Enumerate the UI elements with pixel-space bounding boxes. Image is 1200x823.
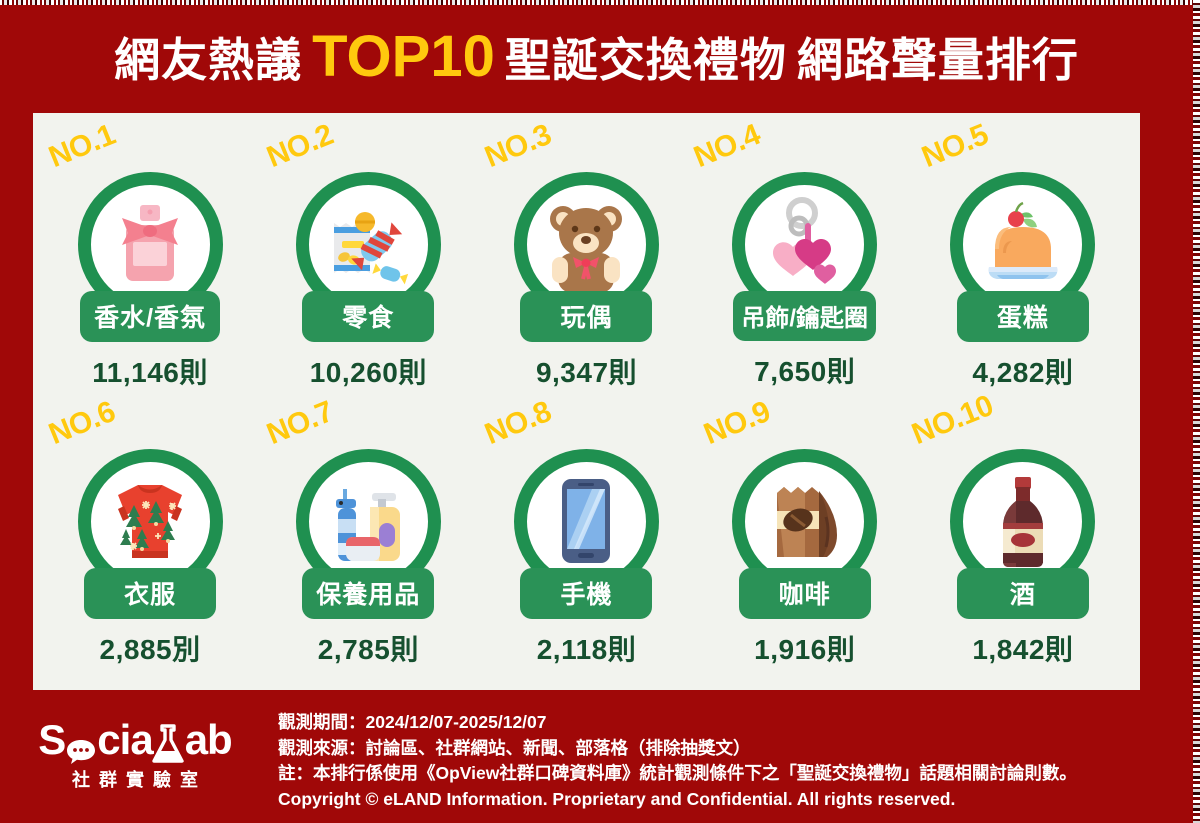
rank-badge: NO.4 bbox=[688, 117, 765, 175]
ranking-item-5[interactable]: NO.5 蛋糕 bbox=[914, 118, 1132, 404]
ranking-grid: NO.1 香水/香氛 11,146則 NO bbox=[33, 113, 1140, 690]
teddy-bear-icon bbox=[536, 195, 636, 295]
title-suffix: 網路聲量排行 bbox=[796, 34, 1079, 86]
coffee-bag-icon bbox=[755, 471, 855, 571]
ranking-item-2[interactable]: NO.2 bbox=[259, 118, 477, 404]
item-label: 衣服 bbox=[84, 567, 217, 619]
methodology-note: 註：本排行係使用《OpView社群口碑資料庫》統計觀測條件下之「聖誕交換禮物」話… bbox=[278, 763, 1077, 784]
title-top10: TOP10 bbox=[312, 24, 495, 89]
rank-badge: NO.2 bbox=[262, 117, 338, 175]
item-label: 香水/香氛 bbox=[80, 291, 221, 342]
logo-text-ab: ab bbox=[184, 716, 233, 763]
rank-badge: NO.8 bbox=[480, 394, 557, 451]
ranking-item-6[interactable]: NO.6 bbox=[41, 394, 259, 681]
copyright-text: Copyright © eLAND Information. Proprieta… bbox=[278, 789, 956, 810]
title-prefix: 網友熱議 bbox=[114, 34, 303, 86]
skincare-bottles-icon bbox=[318, 471, 418, 571]
item-count: 1,842則 bbox=[972, 633, 1074, 665]
flask-icon bbox=[151, 724, 185, 764]
rank-badge: NO.3 bbox=[480, 117, 557, 175]
item-count: 7,650則 bbox=[754, 356, 856, 387]
rank-badge: NO.5 bbox=[917, 117, 993, 175]
sociallab-logo[interactable]: S cia ab 社群實驗室 bbox=[0, 698, 270, 792]
ranking-item-4[interactable]: NO.4 吊飾/鑰匙圈 7,650則 bbox=[689, 118, 914, 404]
item-label: 酒 bbox=[956, 567, 1089, 619]
ranking-item-8[interactable]: NO.8 手機 2,118則 bbox=[477, 394, 695, 681]
ranking-item-1[interactable]: NO.1 香水/香氛 11,146則 bbox=[41, 118, 259, 404]
ranking-item-9[interactable]: NO.9 咖啡 1,916則 bbox=[696, 394, 914, 681]
rank-badge: NO.6 bbox=[44, 394, 120, 451]
footer: S cia ab 社群實驗室 觀測期間：2024/12/07-2025/12 bbox=[0, 690, 1193, 823]
perfume-bottle-icon bbox=[100, 195, 200, 295]
mobile-phone-icon bbox=[536, 471, 636, 571]
wine-bottle-icon bbox=[973, 471, 1073, 571]
ranking-item-10[interactable]: NO.10 酒 1,842則 bbox=[907, 388, 1132, 681]
cake-roll-icon bbox=[973, 195, 1073, 295]
item-count: 1,916則 bbox=[754, 633, 856, 665]
rank-badge: NO.9 bbox=[698, 394, 775, 451]
logo-text-s: S bbox=[38, 716, 66, 763]
rank-badge: NO.7 bbox=[262, 394, 338, 451]
rank-badge: NO.1 bbox=[44, 117, 120, 175]
page-title: 網友熱議 TOP10 聖誕交換禮物 網路聲量排行 bbox=[114, 23, 1079, 90]
snack-candy-icon bbox=[318, 195, 418, 295]
item-count: 2,785則 bbox=[317, 633, 419, 665]
item-label: 保養用品 bbox=[302, 567, 435, 619]
ranking-item-7[interactable]: NO.7 bbox=[259, 394, 477, 681]
logo-wordmark: S cia ab bbox=[38, 716, 233, 764]
title-topic: 聖誕交換禮物 bbox=[504, 34, 787, 86]
speech-bubble-icon bbox=[66, 727, 96, 764]
right-edge-artifact bbox=[1193, 0, 1200, 823]
header-banner: 網友熱議 TOP10 聖誕交換禮物 網路聲量排行 bbox=[0, 0, 1193, 113]
heart-keychain-icon bbox=[755, 195, 855, 295]
christmas-sweater-icon bbox=[100, 471, 200, 571]
ranking-card: NO.1 香水/香氛 11,146則 NO bbox=[33, 113, 1140, 690]
item-count: 2,885別 bbox=[99, 633, 201, 665]
footer-notes: 觀測期間：2024/12/07-2025/12/07 觀測來源：討論區、社群網站… bbox=[270, 698, 1193, 813]
item-count: 10,260則 bbox=[309, 357, 427, 388]
item-label: 手機 bbox=[520, 567, 653, 619]
item-count: 4,282則 bbox=[972, 357, 1074, 388]
ranking-item-3[interactable]: NO.3 bbox=[477, 118, 695, 404]
observation-source: 觀測來源：討論區、社群網站、新聞、部落格（排除抽獎文） bbox=[278, 737, 751, 758]
item-count: 2,118則 bbox=[536, 633, 637, 665]
item-label: 蛋糕 bbox=[956, 291, 1089, 342]
item-label: 吊飾/鑰匙圈 bbox=[733, 291, 877, 341]
item-label: 咖啡 bbox=[738, 567, 871, 619]
item-label: 玩偶 bbox=[520, 291, 653, 342]
item-count: 11,146則 bbox=[92, 357, 208, 388]
observation-period: 觀測期間：2024/12/07-2025/12/07 bbox=[278, 712, 547, 732]
logo-subtitle: 社群實驗室 bbox=[72, 770, 207, 790]
logo-text-cia: cia bbox=[97, 716, 153, 763]
top-edge-artifact bbox=[0, 0, 1200, 5]
item-label: 零食 bbox=[302, 291, 435, 342]
item-count: 9,347則 bbox=[535, 357, 638, 388]
